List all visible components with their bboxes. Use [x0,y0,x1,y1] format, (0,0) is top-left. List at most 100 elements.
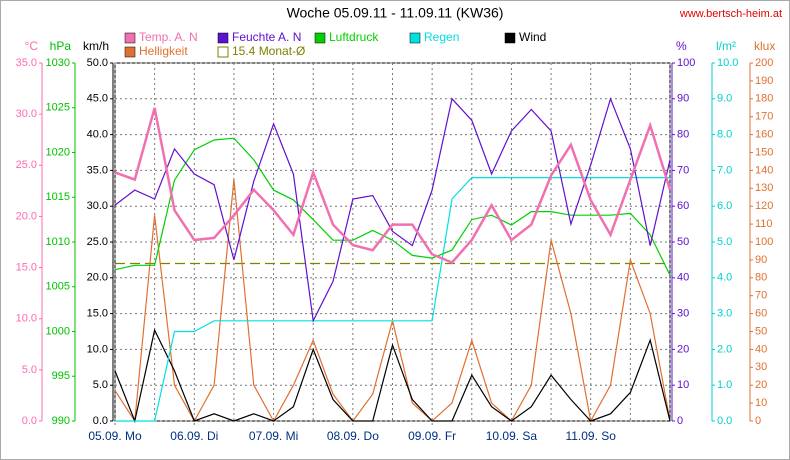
y-tick-label: 200 [755,57,773,69]
legend-label: 15.4 Monat-Ø [232,44,305,58]
y-tick-label: 50 [677,236,689,248]
y-tick-label: 70 [755,290,767,302]
series-line [114,137,671,276]
y-tick-label: 25.0 [16,159,37,171]
y-tick-label: 10.0 [87,343,108,355]
y-tick-label: 1020 [46,146,70,158]
y-tick-label: 80 [677,129,689,141]
x-tick-label: 11.09. So [565,429,616,443]
y-tick-label: 40 [755,343,767,355]
y-tick-label: 995 [52,370,70,382]
plot-area [114,62,671,422]
legend-swatch [504,32,516,44]
x-tick-label: 07.09. Mi [249,429,298,443]
y-tick-label: 110 [755,218,773,230]
y-tick-label: 20 [677,343,689,355]
series-line [114,328,671,424]
x-tick-label: 05.09. Mo [88,429,142,443]
y-tick-label: 0.0 [22,415,37,427]
y-tick-label: 180 [755,93,773,105]
axis-unit: km/h [83,39,109,53]
x-tick-label: 06.09. Di [170,429,218,443]
x-tick-label: 08.09. Do [327,429,379,443]
legend-swatch [409,32,421,44]
y-tick-label: 20 [755,379,767,391]
y-tick-label: 1000 [46,325,70,337]
x-tick-label: 09.09. Fr [408,429,456,443]
y-tick-label: 20.0 [16,210,37,222]
y-tick-label: 60 [677,200,689,212]
y-tick-label: 20.0 [87,272,108,284]
y-tick-label: 0 [755,415,761,427]
y-tick-label: 80 [755,272,767,284]
y-tick-label: 0.0 [717,415,732,427]
legend-swatch [217,32,229,44]
y-tick-label: 6.0 [717,200,732,212]
legend-swatch [217,46,229,58]
y-tick-label: 3.0 [717,308,732,320]
y-tick-label: 25.0 [87,236,108,248]
y-tick-label: 1.0 [717,379,732,391]
legend-label: Luftdruck [329,30,379,44]
y-tick-label: 1015 [46,191,70,203]
y-tick-label: 35.0 [16,57,37,69]
x-tick-label: 10.09. Sa [486,429,538,443]
y-tick-label: 50.0 [87,57,108,69]
y-tick-label: 10.0 [717,57,738,69]
y-tick-label: 1010 [46,236,70,248]
y-tick-label: 120 [755,200,773,212]
legend-label: Wind [519,30,546,44]
axis-unit: hPa [50,39,72,53]
y-tick-label: 50 [755,325,767,337]
y-tick-label: 90 [677,93,689,105]
legend-label: Helligkeit [139,44,188,58]
chart-title: Woche 05.09.11 - 11.09.11 (KW36) [287,5,504,21]
series-line [114,96,671,323]
y-tick-label: 8.0 [717,129,732,141]
y-tick-label: 1030 [46,57,70,69]
y-tick-label: 45.0 [87,93,108,105]
y-tick-label: 4.0 [717,272,732,284]
y-tick-label: 90 [755,254,767,266]
series-line [114,107,672,264]
y-tick-label: 7.0 [717,164,732,176]
y-tick-label: 30.0 [16,108,37,120]
y-tick-label: 990 [52,415,70,427]
legend-swatch [124,46,136,58]
y-tick-label: 100 [677,57,695,69]
y-tick-label: 5.0 [22,364,37,376]
legend-label: Temp. A. N [139,30,198,44]
y-tick-label: 15.0 [16,261,37,273]
y-tick-label: 10 [755,397,767,409]
y-tick-label: 9.0 [717,93,732,105]
legend-label: Feuchte A. N [232,30,301,44]
y-tick-label: 70 [677,164,689,176]
y-tick-label: 30 [755,361,767,373]
y-tick-label: 15.0 [87,308,108,320]
series-line [115,177,670,422]
y-tick-label: 40 [677,272,689,284]
legend-swatch [314,32,326,44]
y-tick-label: 140 [755,164,773,176]
y-tick-label: 10 [677,379,689,391]
y-tick-label: 35.0 [87,164,108,176]
y-tick-label: 30 [677,308,689,320]
axis-unit: °C [25,39,39,53]
y-tick-label: 2.0 [717,343,732,355]
y-tick-label: 0.0 [93,415,108,427]
axis-unit: klux [754,39,775,53]
y-tick-label: 30.0 [87,200,108,212]
source: www.bertsch-heim.at [679,8,782,20]
y-tick-label: 5.0 [717,236,732,248]
y-tick-label: 5.0 [93,379,108,391]
y-tick-label: 40.0 [87,129,108,141]
y-tick-label: 160 [755,129,773,141]
y-tick-label: 190 [755,75,773,87]
y-tick-label: 130 [755,182,773,194]
y-tick-label: 0 [677,415,683,427]
legend-swatch [124,32,136,44]
y-tick-label: 10.0 [16,313,37,325]
axis-unit: % [676,39,687,53]
y-tick-label: 1005 [46,281,70,293]
